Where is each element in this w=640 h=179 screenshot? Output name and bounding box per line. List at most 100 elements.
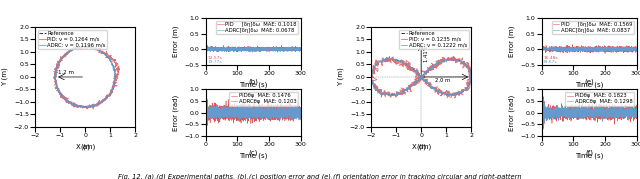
- Title: (f): (f): [585, 150, 593, 156]
- PIDθψ  MAE: 0.1476: (262, -0.00769): 0.1476: (262, -0.00769): [285, 112, 292, 114]
- ADRC[δη]δω  MAE: 0.0837: (300, -0.00737): 0.0837: (300, -0.00737): [633, 48, 640, 50]
- ADRC: ν = 0.1196 m/s: (-1.16, 0.357): ν = 0.1196 m/s: (-1.16, 0.357): [52, 67, 60, 69]
- Text: 19.77s: 19.77s: [207, 60, 222, 64]
- PID: ν = 0.1235 m/s: (-0.443, 0.473): ν = 0.1235 m/s: (-0.443, 0.473): [406, 64, 414, 66]
- Legend: PID     [δη]δω  MAE: 0.1569, ADRC[δη]δω  MAE: 0.0837: PID [δη]δω MAE: 0.1569, ADRC[δη]δω MAE: …: [552, 21, 634, 35]
- ADRC[δη]δω  MAE: 0.0678: (0, 0.7): 0.0678: (0, 0.7): [202, 26, 209, 28]
- Reference: [419, 77, 426, 79]
- Reference: [387, 94, 394, 96]
- PID     [δη]δω  MAE: 0.1569: (0, 1): 0.1569: (0, 1): [538, 17, 545, 19]
- Line: PIDθψ  MAE: 0.1823: PIDθψ MAE: 0.1823: [541, 89, 637, 136]
- Legend: PIDθψ  MAE: 0.1823, ADRCθψ  MAE: 0.1298: PIDθψ MAE: 0.1823, ADRCθψ MAE: 0.1298: [565, 92, 634, 106]
- ADRC[δη]δω  MAE: 0.0678: (300, -0.0388): 0.0678: (300, -0.0388): [297, 49, 305, 51]
- ADRCθψ  MAE: 0.1203: (34.3, -0.124): 0.1203: (34.3, -0.124): [212, 114, 220, 117]
- Text: 2.0 m: 2.0 m: [435, 78, 450, 83]
- Text: 16.48s: 16.48s: [543, 56, 557, 60]
- Reference: [81, 46, 89, 48]
- ADRC[δη]δω  MAE: 0.0837: (294, 0.00159): 0.0837: (294, 0.00159): [631, 48, 639, 50]
- PID     [δη]δω  MAE: 0.1569: (294, -0.0324): 0.1569: (294, -0.0324): [631, 49, 639, 51]
- PID     [δη]δω  MAE: 0.1018: (0, 0.9): 0.1018: (0, 0.9): [202, 20, 209, 22]
- PID: ν = 0.1235 m/s: (0.448, 0.498): ν = 0.1235 m/s: (0.448, 0.498): [429, 63, 436, 66]
- Legend: PIDθψ  MAE: 0.1476, ADRCθψ  MAE: 0.1203: PIDθψ MAE: 0.1476, ADRCθψ MAE: 0.1203: [230, 92, 298, 106]
- PID: ν = 0.1264 m/s: (0.499, 1.11): ν = 0.1264 m/s: (0.499, 1.11): [94, 48, 102, 50]
- Reference: [404, 64, 412, 66]
- Line: Reference: Reference: [55, 47, 115, 107]
- ADRC: ν = 0.1196 m/s: (-0.0763, 1.19): ν = 0.1196 m/s: (-0.0763, 1.19): [79, 46, 87, 48]
- ADRC: ν = 0.1222 m/s: (2, -0.0237): ν = 0.1222 m/s: (2, -0.0237): [467, 76, 475, 79]
- Reference: [429, 65, 437, 67]
- PID: ν = 0.1264 m/s: (-0.0103, -1.16): ν = 0.1264 m/s: (-0.0103, -1.16): [81, 105, 89, 107]
- PID     [δη]δω  MAE: 0.1018: (300, -0.042): 0.1018: (300, -0.042): [297, 49, 305, 52]
- ADRC: ν = 0.1196 m/s: (1.22, -0.0402): ν = 0.1196 m/s: (1.22, -0.0402): [112, 77, 120, 79]
- ADRC: ν = 0.1196 m/s: (-0.601, -1.06): ν = 0.1196 m/s: (-0.601, -1.06): [67, 103, 74, 105]
- PID     [δη]δω  MAE: 0.1569: (200, -0.14): 0.1569: (200, -0.14): [601, 52, 609, 55]
- ADRC[δη]δω  MAE: 0.0678: (34.3, 0.0158): 0.0678: (34.3, 0.0158): [212, 48, 220, 50]
- PIDθψ  MAE: 0.1823: (115, 0.0684): 0.1823: (115, 0.0684): [574, 110, 582, 112]
- Reference: [467, 76, 475, 78]
- Reference: [52, 67, 60, 69]
- ADRC[δη]δω  MAE: 0.0837: (262, 0.0164): 0.0837: (262, 0.0164): [621, 48, 628, 50]
- ADRC: ν = 0.1196 m/s: (1.2, 0.00812): ν = 0.1196 m/s: (1.2, 0.00812): [111, 76, 119, 78]
- Line: ADRCθψ  MAE: 0.1203: ADRCθψ MAE: 0.1203: [205, 92, 301, 134]
- Title: (e): (e): [584, 79, 594, 85]
- Line: PID     [δη]δω  MAE: 0.1569: PID [δη]δω MAE: 0.1569: [541, 18, 637, 54]
- Y-axis label: Error (m): Error (m): [172, 26, 179, 57]
- Text: 39.67s: 39.67s: [543, 60, 557, 64]
- PID     [δη]δω  MAE: 0.1569: (262, -0.0393): 0.1569: (262, -0.0393): [621, 49, 628, 51]
- PIDθψ  MAE: 0.1823: (300, -0.165): 0.1823: (300, -0.165): [633, 115, 640, 118]
- X-axis label: X (m): X (m): [412, 144, 431, 150]
- PID     [δη]δω  MAE: 0.1018: (52, 0.0332): 0.1018: (52, 0.0332): [218, 47, 226, 49]
- Reference: [67, 102, 74, 104]
- Reference: [385, 58, 392, 61]
- ADRC: ν = 0.1222 m/s: (0.0217, -0.00517): ν = 0.1222 m/s: (0.0217, -0.00517): [418, 76, 426, 78]
- Reference: [373, 89, 381, 91]
- Line: PID: ν = 0.1235 m/s: PID: ν = 0.1235 m/s: [368, 56, 473, 98]
- ADRCθψ  MAE: 0.1203: (300, 0.0409): 0.1203: (300, 0.0409): [297, 111, 305, 113]
- PID: ν = 0.1235 m/s: (1.3, 0.822): ν = 0.1235 m/s: (1.3, 0.822): [450, 55, 458, 57]
- PIDθψ  MAE: 0.1823: (294, -0.0669): 0.1823: (294, -0.0669): [631, 113, 639, 115]
- PIDθψ  MAE: 0.1823: (0.1, -0.993): 0.1823: (0.1, -0.993): [538, 135, 545, 137]
- Title: (c): (c): [248, 150, 258, 156]
- PIDθψ  MAE: 0.1823: (262, -0.0696): 0.1823: (262, -0.0696): [621, 113, 628, 115]
- PID     [δη]δω  MAE: 0.1018: (262, -0.0228): 0.1018: (262, -0.0228): [285, 49, 292, 51]
- Y-axis label: Error (rad): Error (rad): [508, 95, 515, 131]
- PID: ν = 0.1264 m/s: (0.318, -1.29): ν = 0.1264 m/s: (0.318, -1.29): [90, 108, 97, 110]
- ADRC: ν = 0.1196 m/s: (0.0393, -1.21): ν = 0.1196 m/s: (0.0393, -1.21): [83, 106, 90, 108]
- Reference: [416, 77, 424, 79]
- PIDθψ  MAE: 0.1476: (300, 0.0865): 0.1476: (300, 0.0865): [297, 110, 305, 112]
- ADRC: ν = 0.1196 m/s: (-0.00789, -1.23): ν = 0.1196 m/s: (-0.00789, -1.23): [81, 107, 89, 109]
- PID     [δη]δω  MAE: 0.1018: (146, -0.0946): 0.1018: (146, -0.0946): [248, 51, 256, 53]
- Y-axis label: Y (m): Y (m): [338, 68, 344, 86]
- PID     [δη]δω  MAE: 0.1018: (115, -0.00332): 0.1018: (115, -0.00332): [238, 48, 246, 50]
- Text: 1.2 m: 1.2 m: [58, 70, 74, 75]
- ADRC[δη]δω  MAE: 0.0678: (14.4, -0.0854): 0.0678: (14.4, -0.0854): [206, 51, 214, 53]
- ADRC: ν = 0.1196 m/s: (-0.147, 1.24): ν = 0.1196 m/s: (-0.147, 1.24): [77, 45, 85, 47]
- ADRC: ν = 0.1196 m/s: (0.533, 1.05): ν = 0.1196 m/s: (0.533, 1.05): [95, 50, 102, 52]
- PID     [δη]δω  MAE: 0.1569: (115, -0.0393): 0.1569: (115, -0.0393): [574, 49, 582, 51]
- ADRC[δη]δω  MAE: 0.0837: (128, -0.0114): 0.0837: (128, -0.0114): [579, 49, 586, 51]
- PIDθψ  MAE: 0.1476: (34.3, -0.00225): 0.1476: (34.3, -0.00225): [212, 112, 220, 114]
- X-axis label: Time (s): Time (s): [239, 153, 268, 159]
- Reference: [111, 76, 119, 78]
- ADRC: ν = 0.1196 m/s: (-1.02, -0.621): ν = 0.1196 m/s: (-1.02, -0.621): [56, 91, 63, 94]
- ADRC[δη]δω  MAE: 0.0837: (115, 0.0282): 0.0837: (115, 0.0282): [574, 47, 582, 49]
- ADRCθψ  MAE: 0.1203: (115, -0.204): 0.1203: (115, -0.204): [238, 116, 246, 118]
- ADRCθψ  MAE: 0.1298: (294, -0.156): 0.1298: (294, -0.156): [631, 115, 639, 117]
- ADRC[δη]δω  MAE: 0.0678: (294, 0.00544): 0.0678: (294, 0.00544): [295, 48, 303, 50]
- PID: ν = 0.1264 m/s: (-0.58, -1.09): ν = 0.1264 m/s: (-0.58, -1.09): [67, 103, 74, 105]
- Line: PID: ν = 0.1264 m/s: PID: ν = 0.1264 m/s: [53, 46, 120, 109]
- PIDθψ  MAE: 0.1476: (294, -0.163): 0.1476: (294, -0.163): [295, 115, 303, 117]
- ADRC: ν = 0.1222 m/s: (0.47, 0.432): ν = 0.1222 m/s: (0.47, 0.432): [429, 65, 436, 67]
- PID     [δη]δω  MAE: 0.1018: (128, 0.0547): 0.1018: (128, 0.0547): [243, 46, 250, 49]
- PID: ν = 0.1264 m/s: (-0.00439, 1.23): ν = 0.1264 m/s: (-0.00439, 1.23): [81, 45, 89, 47]
- ADRC[δη]δω  MAE: 0.0837: (181, -0.106): 0.0837: (181, -0.106): [595, 51, 603, 54]
- Title: (a): (a): [81, 144, 90, 150]
- PIDθψ  MAE: 0.1823: (0, 1): 0.1823: (0, 1): [538, 88, 545, 90]
- ADRCθψ  MAE: 0.1298: (128, 0.0502): 0.1298: (128, 0.0502): [579, 110, 586, 112]
- Reference: [83, 106, 90, 108]
- Y-axis label: Error (m): Error (m): [508, 26, 515, 57]
- ADRC[δη]δω  MAE: 0.0678: (262, 0.0365): 0.0678: (262, 0.0365): [285, 47, 292, 49]
- ADRC: ν = 0.1222 m/s: (1.99, -0.0445): ν = 0.1222 m/s: (1.99, -0.0445): [467, 77, 475, 79]
- ADRC[δη]δω  MAE: 0.0837: (0, 0.8): 0.0837: (0, 0.8): [538, 23, 545, 25]
- PID: ν = 0.1235 m/s: (1.87, 0.0325): ν = 0.1235 m/s: (1.87, 0.0325): [464, 75, 472, 77]
